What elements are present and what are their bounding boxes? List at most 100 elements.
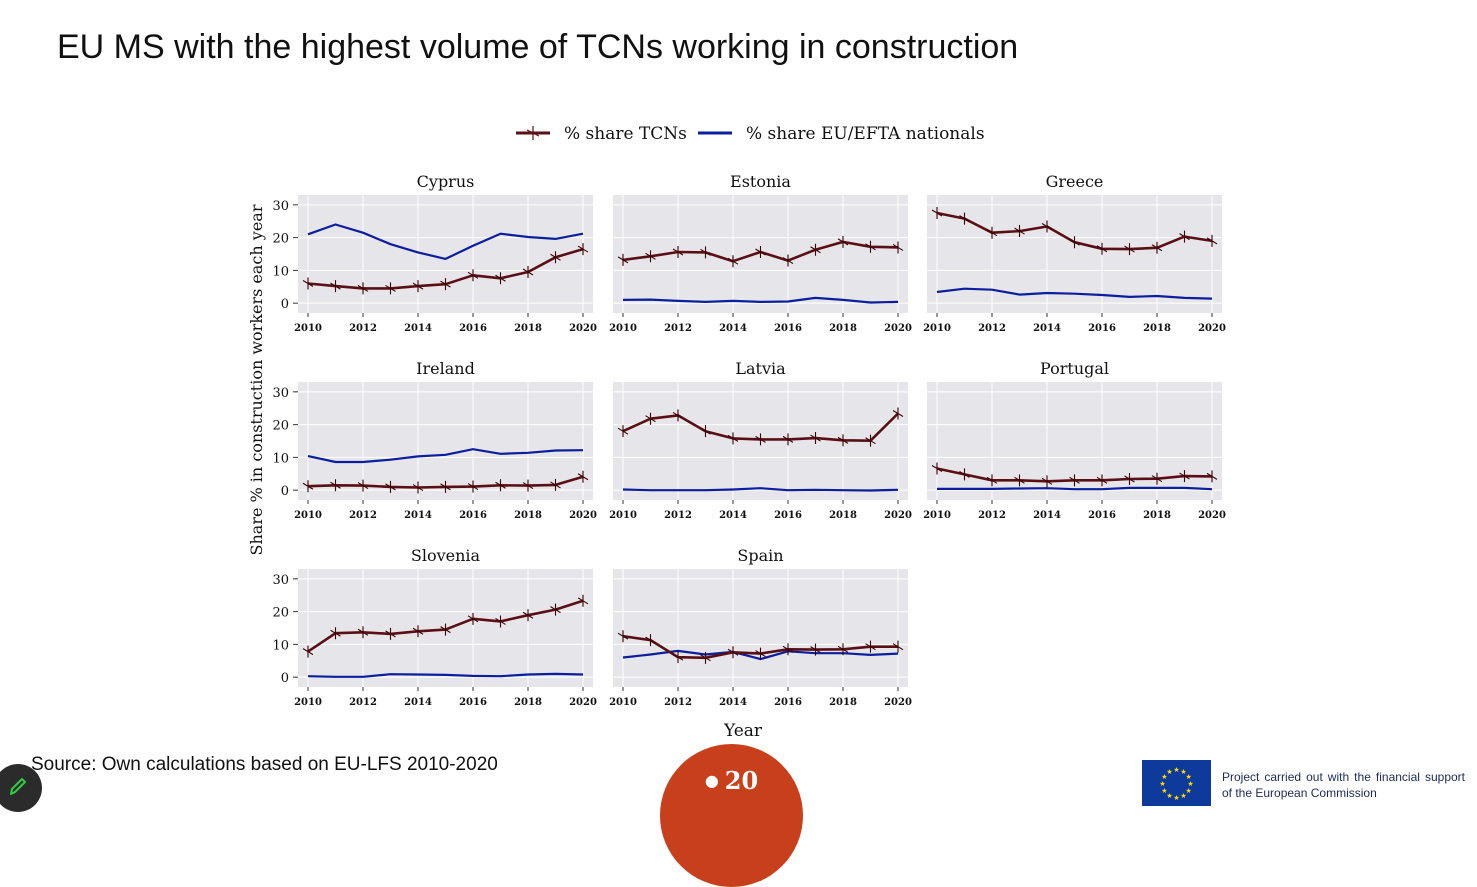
panel-background [927, 195, 1222, 313]
data-point-tcn [385, 480, 396, 493]
x-tick-label: 2012 [664, 697, 692, 708]
panel-slovenia: Slovenia 2010 2012 2014 2016 2018 2020 0 10 20 30 [272, 546, 596, 708]
page-number-badge: ● 20 [660, 744, 803, 887]
y-tick-label: 10 [272, 264, 289, 279]
data-point-tcn [837, 643, 849, 656]
small-multiples-line-chart: % share TCNs % share EU/EFTA nationals Sha… [247, 124, 1226, 741]
x-tick-label: 2018 [514, 510, 542, 521]
x-axis-label: Year [723, 721, 763, 741]
flag-star: ★ [1185, 773, 1191, 781]
data-point-tcn [495, 479, 506, 492]
data-point-tcn [727, 432, 739, 445]
panel-title: Greece [1046, 172, 1104, 191]
panel-greece: Greece 2010 2012 2014 2016 2018 2020 [923, 172, 1226, 334]
x-tick-label: 2016 [1088, 323, 1116, 334]
x-tick-label: 2010 [294, 510, 322, 521]
data-point-tcn [1014, 474, 1025, 487]
data-point-tcn [357, 282, 369, 295]
y-tick-label: 30 [272, 573, 289, 588]
data-point-tcn [1041, 220, 1053, 233]
x-tick-label: 2012 [349, 510, 377, 521]
y-axis-label: Share % in construction workers each yea… [247, 204, 266, 555]
data-point-tcn [330, 627, 341, 640]
panel-latvia: Latvia 2010 2012 2014 2016 2018 2020 [609, 359, 912, 521]
y-tick-label: 10 [272, 451, 289, 466]
eu-flag-icon: ★ ★ ★ ★ ★ ★ ★ ★ ★ ★ ★ ★ [1142, 760, 1211, 806]
data-point-tcn [1096, 474, 1108, 487]
data-point-tcn [959, 468, 970, 481]
y-tick-label: 20 [272, 419, 289, 434]
x-tick-label: 2014 [719, 510, 747, 521]
edit-button[interactable] [0, 764, 42, 812]
data-point-tcn [645, 250, 656, 263]
panel-portugal: Portugal 2010 2012 2014 2016 2018 2020 [923, 359, 1226, 521]
data-point-tcn [837, 434, 849, 447]
x-tick-label: 2012 [978, 323, 1006, 334]
flag-star: ★ [1161, 773, 1167, 781]
data-point-tcn [467, 480, 479, 493]
data-point-tcn [645, 412, 656, 425]
x-tick-label: 2016 [459, 697, 487, 708]
y-tick-label: 20 [272, 232, 289, 247]
data-point-tcn [782, 254, 794, 267]
y-tick-label: 0 [281, 297, 289, 312]
x-tick-label: 2010 [294, 323, 322, 334]
data-point-tcn [727, 646, 739, 659]
data-point-tcn [385, 627, 396, 640]
x-tick-label: 2010 [609, 323, 637, 334]
y-tick-label: 0 [281, 671, 289, 686]
x-tick-label: 2016 [774, 697, 802, 708]
x-tick-label: 2020 [884, 510, 912, 521]
data-point-tcn [865, 240, 876, 253]
x-tick-label: 2020 [884, 697, 912, 708]
data-point-tcn [302, 645, 314, 658]
data-point-tcn [865, 434, 876, 447]
x-tick-label: 2010 [294, 697, 322, 708]
flag-star: ★ [1187, 780, 1193, 788]
data-point-tcn [357, 626, 369, 639]
data-point-tcn [1206, 470, 1218, 483]
data-point-tcn [931, 207, 943, 220]
data-point-tcn [1096, 242, 1108, 255]
data-point-tcn [550, 251, 561, 264]
x-tick-label: 2018 [829, 510, 857, 521]
panel-title: Slovenia [411, 546, 481, 565]
data-point-tcn [645, 634, 656, 647]
x-tick-label: 2018 [514, 323, 542, 334]
data-point-tcn [755, 246, 766, 259]
panel-title: Ireland [416, 359, 475, 378]
page-number-value: 20 [724, 766, 759, 795]
x-tick-label: 2014 [404, 510, 432, 521]
y-tick-label: 20 [272, 606, 289, 621]
data-point-tcn [1151, 472, 1163, 485]
series-line-eu [622, 487, 899, 492]
data-point-tcn [617, 425, 629, 438]
data-point-tcn [700, 425, 711, 438]
panel-background [613, 569, 908, 687]
series-line-eu [307, 448, 584, 464]
data-point-tcn [672, 651, 684, 664]
panel-estonia: Estonia 2010 2012 2014 2016 2018 2020 [609, 172, 912, 334]
data-point-tcn [1179, 230, 1190, 243]
panel-title: Portugal [1040, 359, 1109, 378]
data-point-tcn [385, 282, 396, 295]
flag-star: ★ [1173, 766, 1179, 774]
data-point-tcn [1124, 243, 1135, 256]
data-point-tcn [700, 246, 711, 259]
data-point-tcn [892, 640, 904, 653]
flag-star: ★ [1159, 780, 1165, 788]
flag-star: ★ [1161, 787, 1167, 795]
x-tick-label: 2018 [514, 697, 542, 708]
x-tick-label: 2012 [349, 323, 377, 334]
series-line-eu [622, 296, 899, 304]
data-point-tcn [440, 623, 451, 636]
x-tick-label: 2020 [884, 323, 912, 334]
x-tick-label: 2010 [609, 510, 637, 521]
data-point-tcn [302, 277, 314, 290]
x-tick-label: 2014 [719, 697, 747, 708]
flag-star: ★ [1166, 792, 1172, 800]
x-tick-label: 2018 [1143, 510, 1171, 521]
x-tick-label: 2020 [1198, 323, 1226, 334]
x-tick-label: 2016 [1088, 510, 1116, 521]
flag-star: ★ [1185, 787, 1191, 795]
